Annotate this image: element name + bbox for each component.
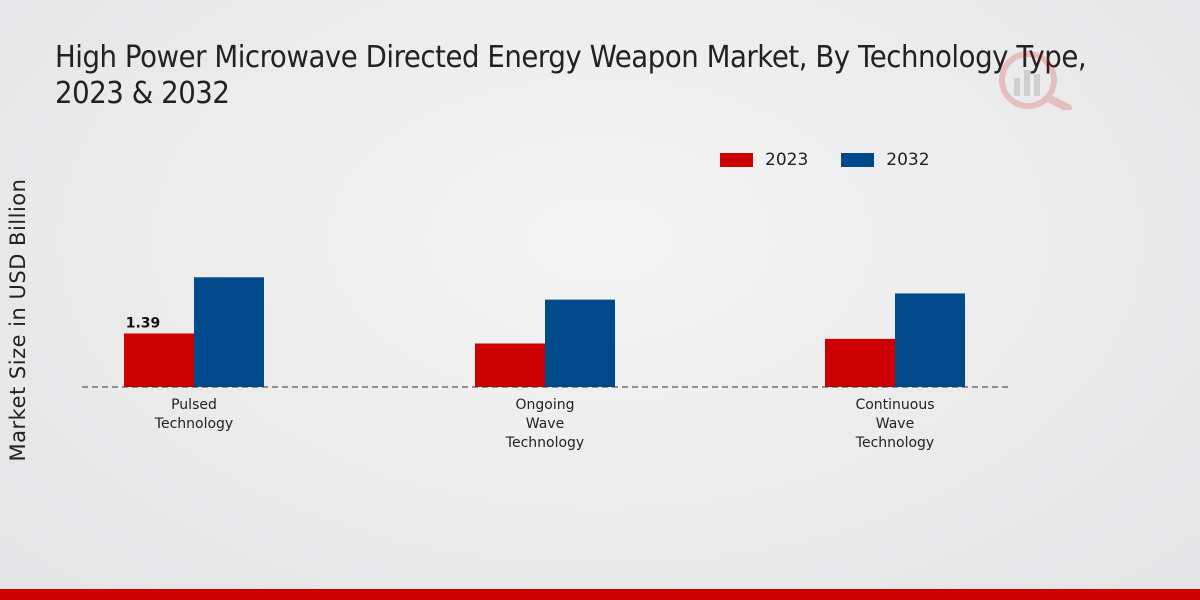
watermark-logo-icon: [999, 51, 1072, 110]
legend-swatch-2023: [720, 153, 753, 167]
chart-title-line-1: High Power Microwave Directed Energy Wea…: [55, 40, 1087, 75]
data-label-0: 1.39: [126, 315, 161, 331]
bar-2023-2[interactable]: [825, 338, 895, 387]
legend-swatch-2032: [841, 153, 875, 167]
chart-title: High Power Microwave Directed Energy Wea…: [55, 40, 1104, 112]
chart-title-line-2: 2023 & 2032: [55, 76, 230, 111]
bar-2023-1[interactable]: [475, 343, 545, 387]
legend-item-2023[interactable]: 2023: [720, 150, 808, 170]
bar-2032-1[interactable]: [545, 299, 615, 387]
legend-label-2032: 2032: [886, 150, 930, 170]
x-tick-label-2: Continuous Wave Technology: [855, 397, 935, 451]
footer-bar: [0, 589, 1200, 600]
x-tick-label-1: Ongoing Wave Technology: [505, 397, 584, 451]
bar-2023-0[interactable]: [124, 333, 194, 387]
bar-2032-0[interactable]: [194, 277, 264, 387]
legend-item-2032[interactable]: 2032: [841, 150, 930, 170]
bar-2032-2[interactable]: [895, 293, 965, 387]
x-tick-label-0: Pulsed Technology: [154, 397, 233, 432]
legend-label-2023: 2023: [765, 150, 809, 170]
legend: 2023 2032: [720, 150, 930, 170]
